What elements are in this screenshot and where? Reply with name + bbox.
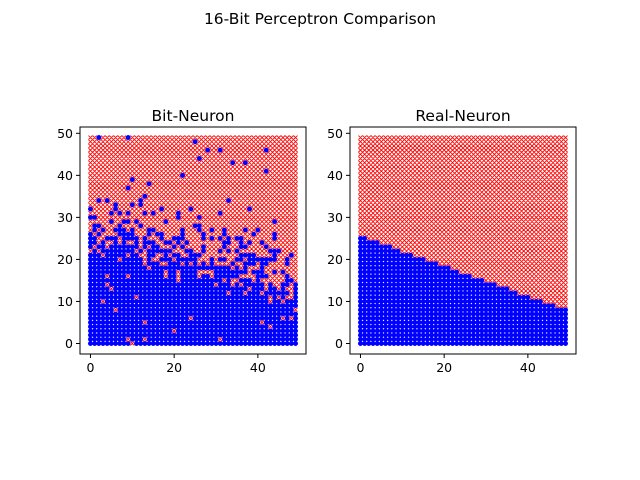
real-neuron-panel: Real-Neuron 0 20 40 0 10 20 30 40 50 (327, 107, 577, 375)
y-tick-label: 10 (57, 294, 73, 309)
y-tick-label: 30 (327, 210, 343, 225)
x-tick-label: 0 (356, 360, 364, 375)
y-tick-label: 20 (57, 252, 73, 267)
figure-title: 16-Bit Perceptron Comparison (204, 10, 436, 28)
axes-frame (79, 126, 307, 355)
y-tick-label: 0 (335, 336, 343, 351)
y-tick-label: 10 (327, 294, 343, 309)
x-tick-label: 40 (250, 360, 266, 375)
blue-series-points (357, 235, 569, 346)
y-tick-label: 50 (327, 126, 343, 141)
blue-circle-series (87, 135, 299, 346)
bit-neuron-title: Bit-Neuron (152, 107, 235, 125)
bit-neuron-panel: Bit-Neuron 0 20 40 0 10 20 30 40 50 (57, 107, 307, 375)
x-tick-label: 20 (436, 360, 452, 375)
x-tick-label: 0 (86, 360, 94, 375)
blue-circle-series (357, 235, 569, 346)
real-neuron-title: Real-Neuron (415, 107, 510, 125)
y-tick-label: 40 (327, 168, 343, 183)
red-x-series (88, 135, 298, 346)
y-tick-label: 50 (57, 126, 73, 141)
y-tick-label: 30 (57, 210, 73, 225)
y-tick-label: 20 (327, 252, 343, 267)
blue-series-points (87, 135, 299, 346)
x-tick-label: 20 (166, 360, 182, 375)
axes-frame (349, 126, 577, 355)
y-tick-label: 40 (57, 168, 73, 183)
y-tick-label: 0 (65, 336, 73, 351)
red-x-series (358, 135, 568, 308)
x-tick-label: 40 (520, 360, 536, 375)
